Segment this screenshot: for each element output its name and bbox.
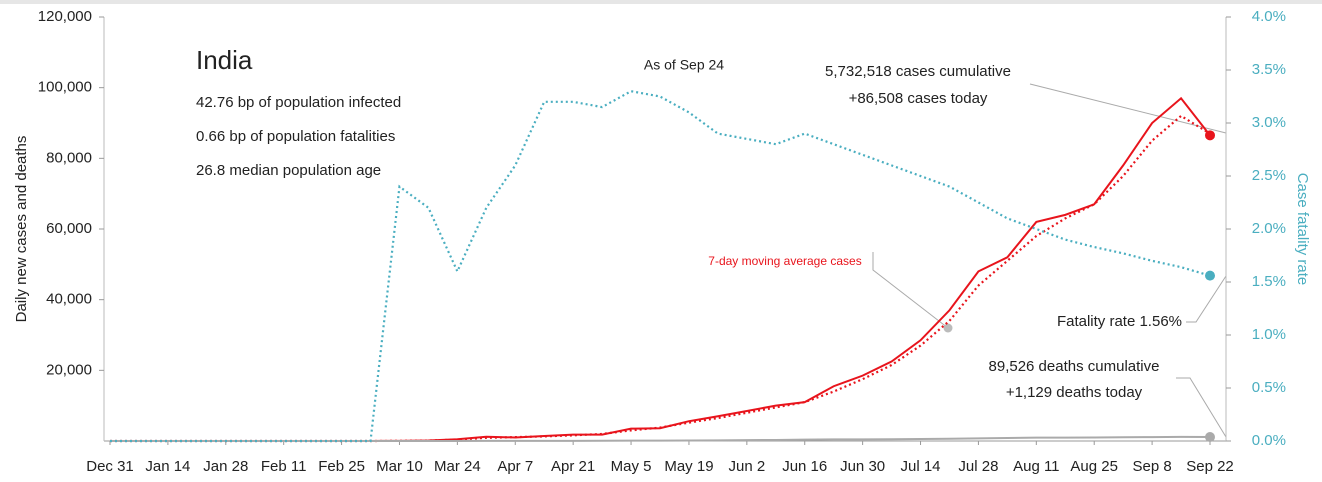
x-tick-label: Sep 22 <box>1186 458 1234 475</box>
annotation: 89,526 deaths cumulative <box>989 358 1160 375</box>
x-tick-label: Mar 24 <box>434 458 481 475</box>
end-dot <box>1205 130 1215 141</box>
x-tick-label: Jul 14 <box>901 458 941 475</box>
series-line <box>110 435 1211 442</box>
x-tick-label: Aug 11 <box>1013 458 1059 475</box>
x-tick-label: Jan 28 <box>203 458 248 475</box>
y2-tick-label: 4.0% <box>1252 8 1286 25</box>
y-tick-label: 60,000 <box>46 220 92 237</box>
x-tick-label: Dec 31 <box>86 458 134 475</box>
subtitle: 42.76 bp of population infected <box>196 94 401 111</box>
leader-dot <box>943 323 953 333</box>
series-line <box>110 114 1211 443</box>
end-dot <box>1205 432 1215 443</box>
x-tick-label: Aug 25 <box>1070 458 1118 475</box>
x-tick-label: Jul 28 <box>958 458 998 475</box>
leaders <box>872 83 1227 438</box>
x-tick-label: May 19 <box>664 458 713 475</box>
y-tick-label: 120,000 <box>38 8 92 25</box>
x-tick-label: Feb 25 <box>318 458 365 475</box>
end-dot <box>1205 270 1215 281</box>
y2-tick-label: 3.5% <box>1252 61 1286 78</box>
y2-tick-label: 1.0% <box>1252 326 1286 343</box>
x-tick-label: Jan 14 <box>145 458 190 475</box>
subtitle: 26.8 median population age <box>196 162 381 179</box>
x-tick-label: Jun 16 <box>782 458 827 475</box>
x-tick-label: Mar 10 <box>376 458 423 475</box>
x-tick-label: Feb 11 <box>261 458 307 475</box>
x-tick-label: Apr 21 <box>551 458 595 475</box>
annotation: +86,508 cases today <box>849 90 988 107</box>
y2-tick-label: 2.0% <box>1252 220 1286 237</box>
leader-line <box>872 252 949 329</box>
annotation: 7-day moving average cases <box>708 254 861 268</box>
annotation: As of Sep 24 <box>644 57 724 73</box>
annotation: 5,732,518 cases cumulative <box>825 63 1011 80</box>
y2-tick-label: 3.0% <box>1252 114 1286 131</box>
x-tick-label: Apr 7 <box>497 458 533 475</box>
annotation: Fatality rate 1.56% <box>1057 313 1182 330</box>
y2-tick-label: 0.0% <box>1252 432 1286 449</box>
x-tick-label: Jun 30 <box>840 458 885 475</box>
x-tick-label: May 5 <box>611 458 652 475</box>
y2-tick-label: 0.5% <box>1252 379 1286 396</box>
leader-line <box>1186 275 1227 323</box>
leader-line <box>1029 83 1227 134</box>
chart-title: India <box>196 45 253 75</box>
y-tick-label: 20,000 <box>46 361 92 378</box>
x-tick-label: Jun 2 <box>728 458 765 475</box>
y-tick-label: 100,000 <box>38 79 92 96</box>
subtitle: 0.66 bp of population fatalities <box>196 128 395 145</box>
annotation: +1,129 deaths today <box>1006 384 1143 401</box>
y2-tick-label: 1.5% <box>1252 273 1286 290</box>
y2-tick-label: 2.5% <box>1252 167 1286 184</box>
y-tick-label: 80,000 <box>46 149 92 166</box>
y-axis-label: Daily new cases and deaths <box>13 136 30 323</box>
y2-axis-label: Case fatality rate <box>1294 173 1311 286</box>
y-tick-label: 40,000 <box>46 291 92 308</box>
x-tick-label: Sep 8 <box>1133 458 1172 475</box>
leader-line <box>1176 377 1227 438</box>
